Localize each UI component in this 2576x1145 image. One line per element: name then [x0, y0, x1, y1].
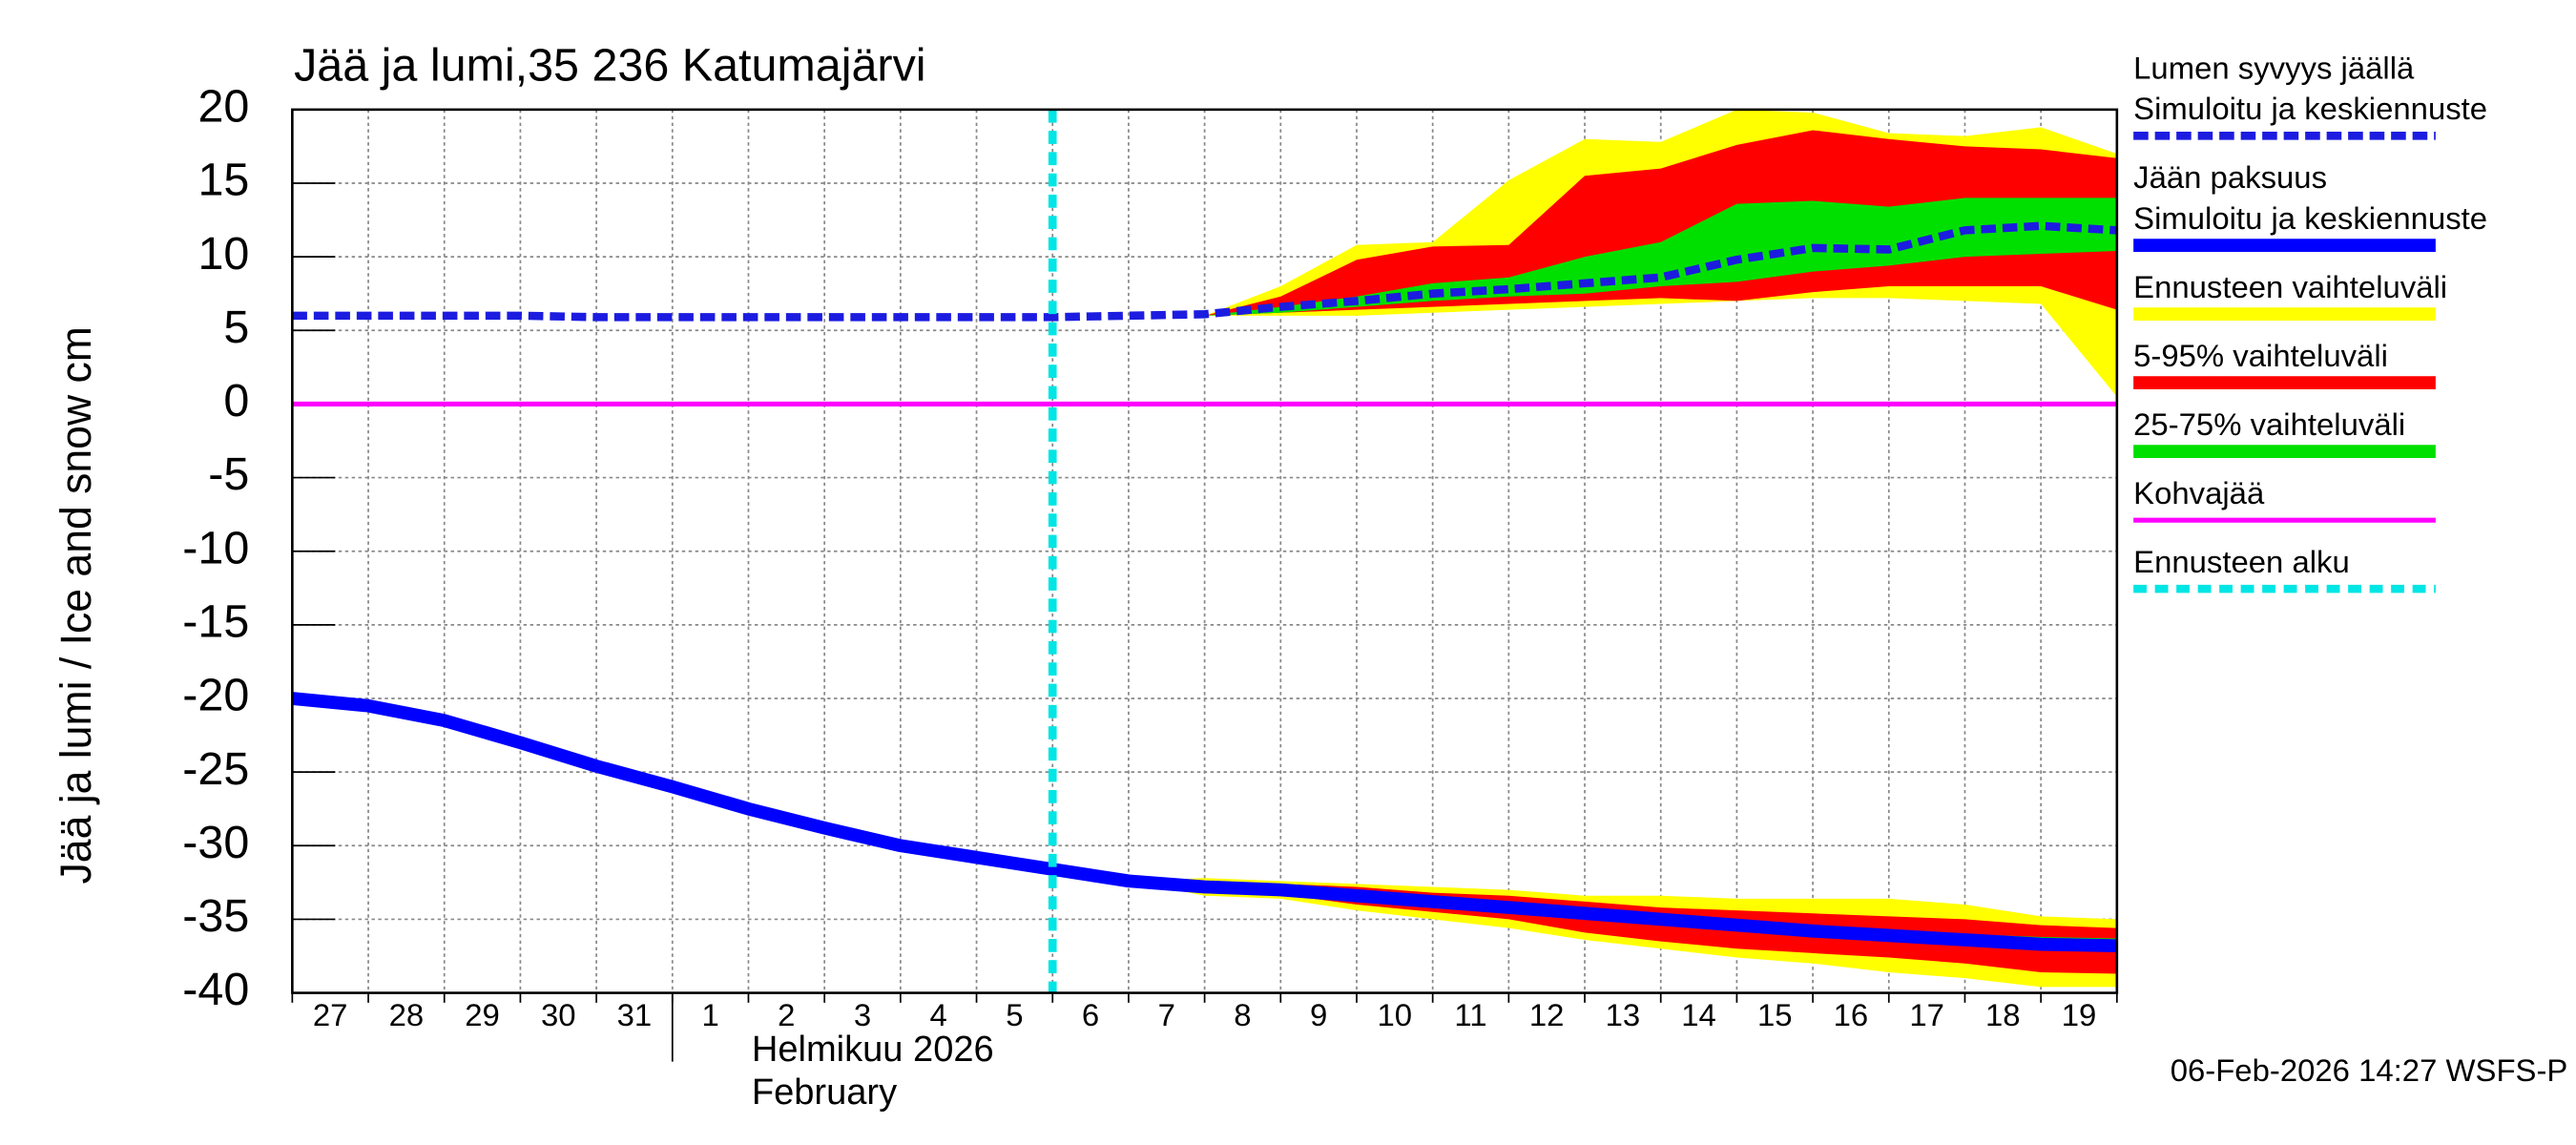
- legend-label: Jään paksuus: [2133, 159, 2327, 195]
- x-tick-label: 27: [313, 997, 348, 1032]
- x-tick-label: 28: [389, 997, 425, 1032]
- month-label: February: [752, 1072, 897, 1113]
- x-tick-label: 2: [778, 997, 795, 1032]
- band-area: [1128, 881, 2117, 974]
- y-tick-label: -40: [182, 964, 249, 1015]
- x-tick-label: 29: [465, 997, 500, 1032]
- x-tick-label: 17: [1909, 997, 1944, 1032]
- y-axis-label: Jää ja lumi / Ice and snow cm: [52, 326, 100, 884]
- x-tick-label: 31: [617, 997, 653, 1032]
- x-tick-label: 5: [1006, 997, 1023, 1032]
- legend-label: Simuloitu ja keskiennuste: [2133, 91, 2487, 126]
- y-tick-label: 10: [197, 228, 249, 280]
- y-tick-label: -20: [182, 670, 249, 721]
- x-tick-label: 15: [1757, 997, 1793, 1032]
- y-tick-label: -5: [208, 448, 249, 500]
- legend-label: 5-95% vaihteluväli: [2133, 338, 2388, 373]
- x-tick-label: 7: [1158, 997, 1175, 1032]
- legend-label: Lumen syvyys jäällä: [2133, 50, 2415, 85]
- month-label: Helmikuu 2026: [752, 1030, 994, 1070]
- x-tick-label: 19: [2062, 997, 2097, 1032]
- y-tick-label: 0: [223, 375, 249, 427]
- legend-label: Ennusteen vaihteluväli: [2133, 269, 2447, 304]
- x-tick-label: 3: [854, 997, 871, 1032]
- y-tick-label: -35: [182, 890, 249, 942]
- x-tick-label: 16: [1834, 997, 1869, 1032]
- y-tick-label: -30: [182, 817, 249, 868]
- legend-label: 25-75% vaihteluväli: [2133, 406, 2405, 442]
- y-tick-label: -15: [182, 596, 249, 648]
- band-area: [1204, 130, 2117, 316]
- series-line: [291, 692, 2117, 953]
- legend-label: Simuloitu ja keskiennuste: [2133, 200, 2487, 236]
- x-tick-label: 14: [1681, 997, 1716, 1032]
- y-tick-label: 20: [197, 81, 249, 133]
- y-tick-label: -25: [182, 743, 249, 795]
- x-tick-label: 13: [1606, 997, 1641, 1032]
- x-tick-label: 12: [1529, 997, 1565, 1032]
- y-tick-label: 5: [223, 302, 249, 353]
- chart-title: Jää ja lumi,35 236 Katumajärvi: [294, 40, 925, 92]
- series-line: [292, 221, 2118, 322]
- x-tick-label: 6: [1082, 997, 1099, 1032]
- x-tick-label: 18: [1985, 997, 2021, 1032]
- x-tick-label: 10: [1378, 997, 1413, 1032]
- plot-border: [291, 108, 2119, 994]
- legend-label: Kohvajää: [2133, 475, 2265, 510]
- x-tick-label: 8: [1234, 997, 1251, 1032]
- band-area: [1204, 198, 2117, 316]
- x-tick-label: 9: [1310, 997, 1327, 1032]
- y-tick-label: -10: [182, 523, 249, 574]
- timestamp: 06-Feb-2026 14:27 WSFS-P: [2171, 1052, 2568, 1088]
- legend-label: Ennusteen alku: [2133, 544, 2350, 579]
- x-tick-label: 1: [701, 997, 718, 1032]
- x-tick-label: 11: [1454, 997, 1486, 1032]
- y-tick-label: 15: [197, 155, 249, 206]
- x-tick-label: 4: [930, 997, 947, 1032]
- x-tick-label: 30: [541, 997, 576, 1032]
